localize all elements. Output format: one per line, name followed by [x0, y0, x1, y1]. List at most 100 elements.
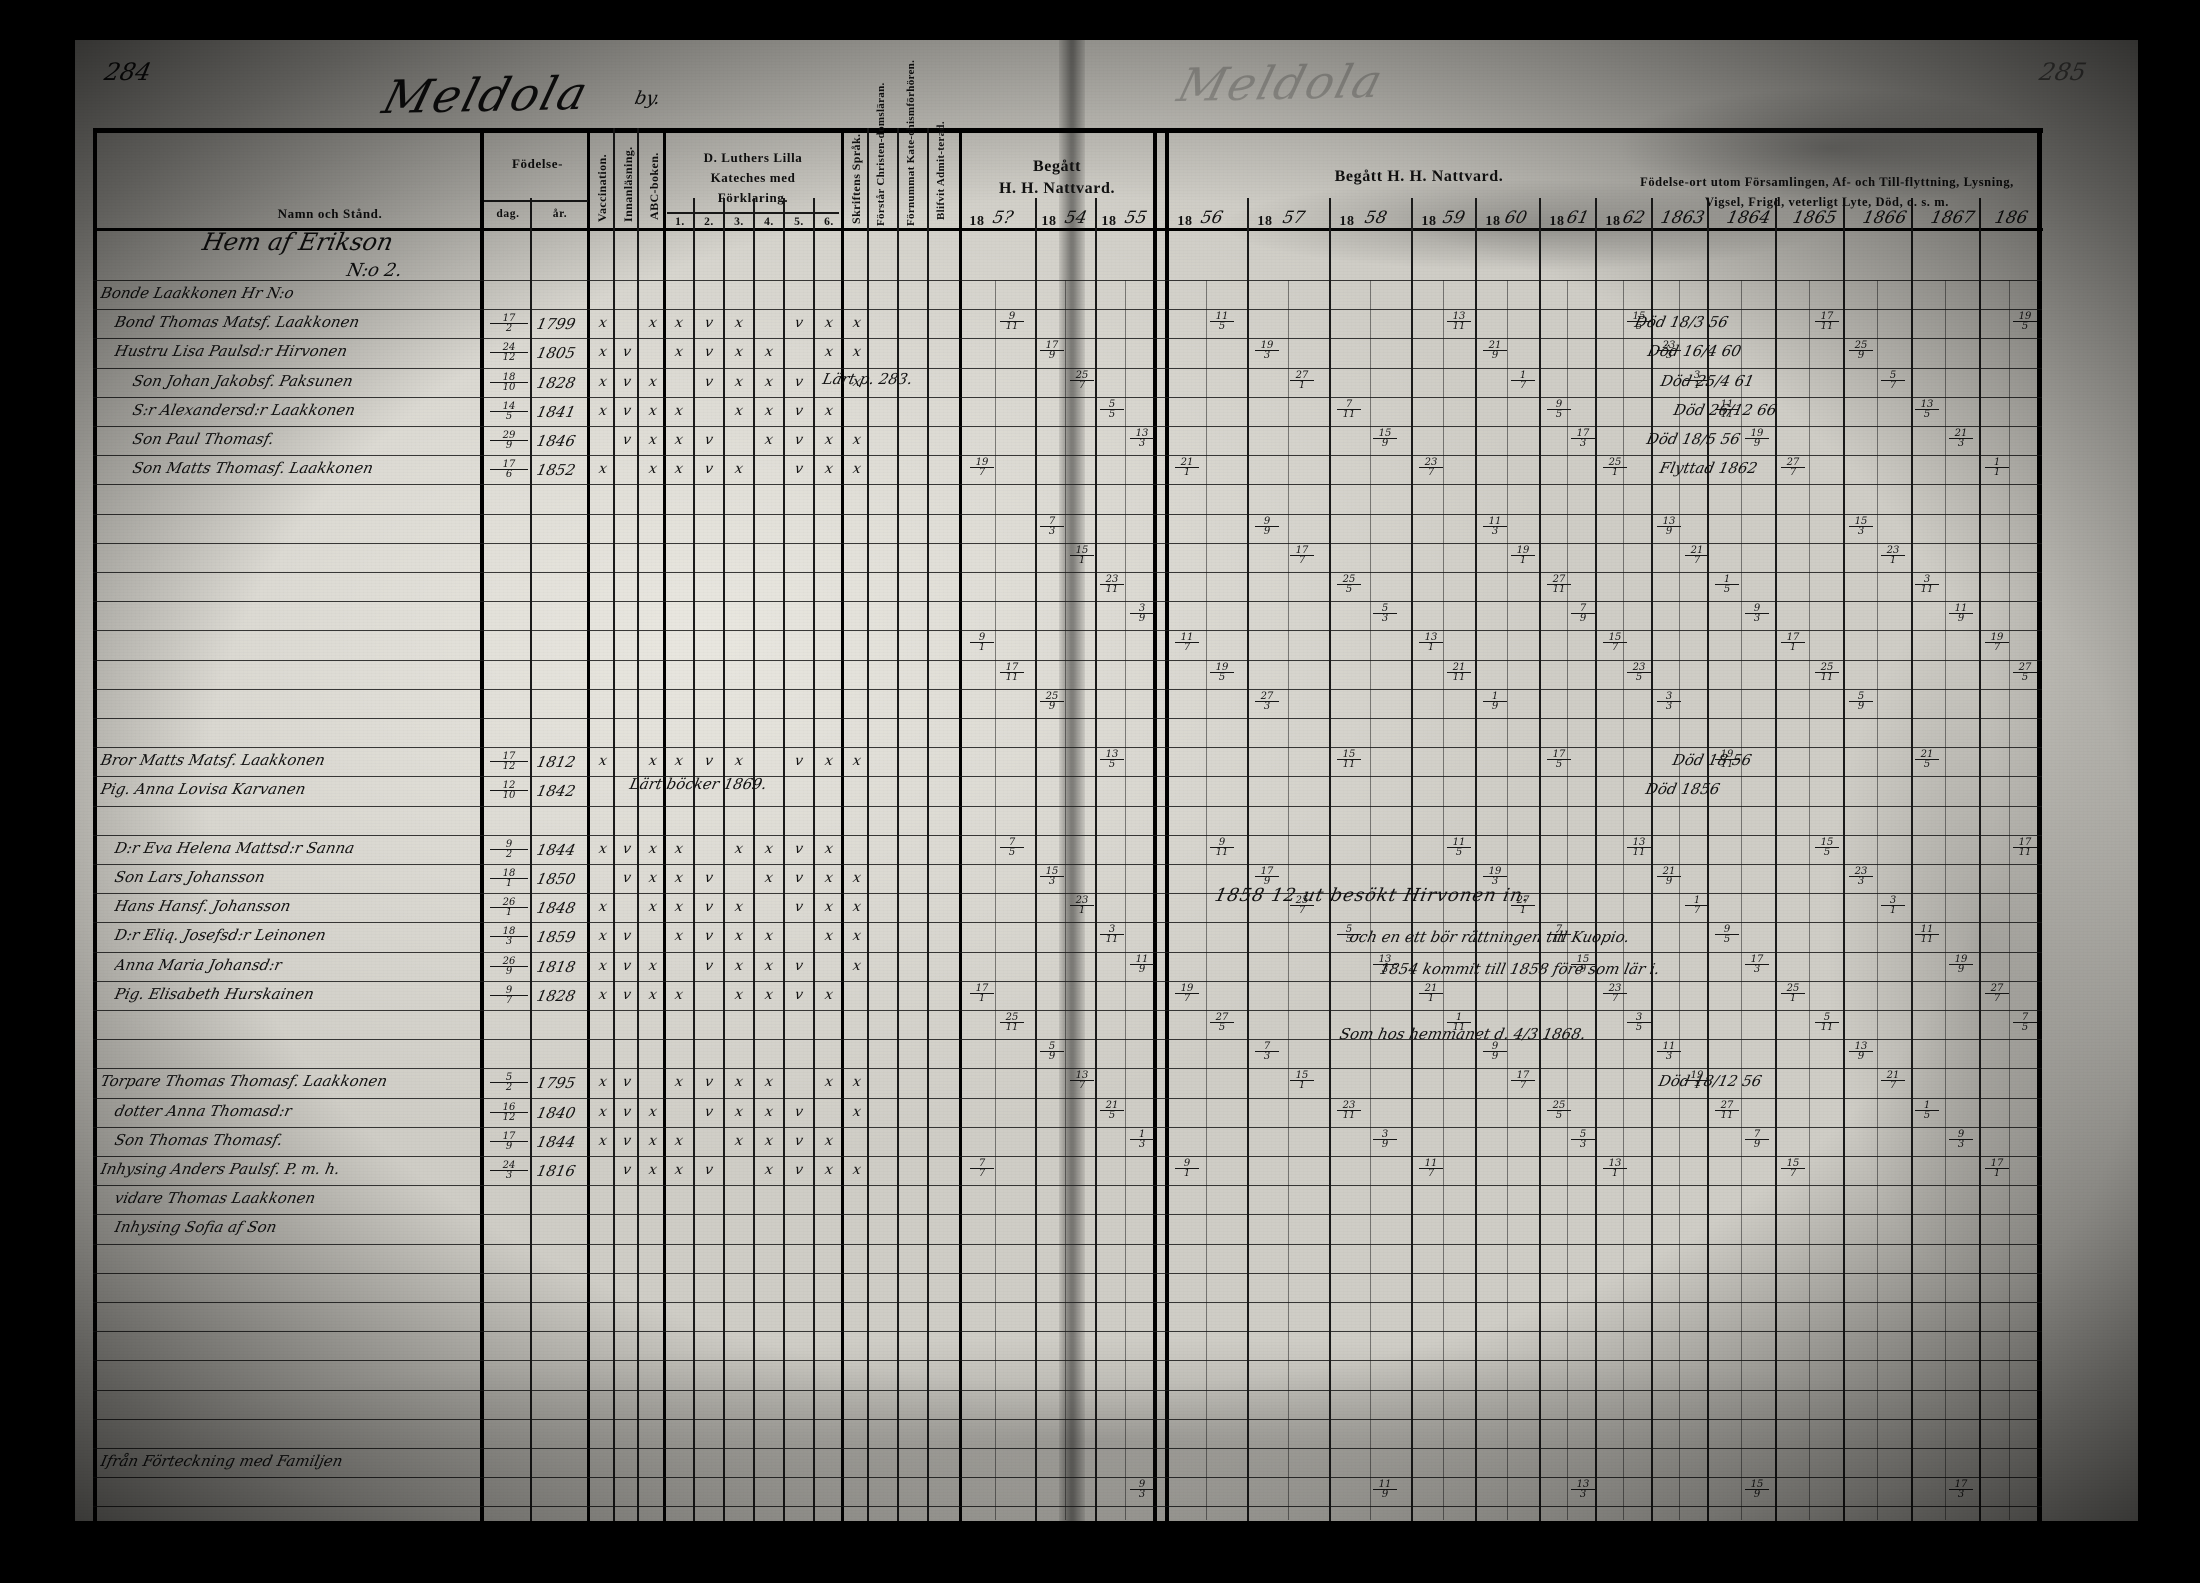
communion-tally: 13 9	[1657, 516, 1681, 536]
communion-tally: 13 9	[1849, 1042, 1873, 1062]
skill-tick-mark: v	[621, 344, 633, 361]
skill-tick-mark: x	[763, 1162, 775, 1178]
row-name: Inhysing Anders Paulsf. P. m. h.	[99, 1160, 342, 1178]
communion-tally: 17 11	[1815, 312, 1839, 332]
birth-day-fraction: 26 9	[490, 956, 528, 976]
skill-tick-mark: v	[621, 1103, 633, 1120]
skill-tick-mark: v	[703, 870, 715, 886]
row-rule	[93, 426, 2042, 427]
birth-year: 1816	[535, 1162, 578, 1180]
row-rule	[93, 1331, 2042, 1333]
skill-tick-mark: x	[673, 986, 685, 1003]
communion-tally: 25 5	[1547, 1100, 1571, 1120]
remark-note: Död 16/4 60	[1646, 342, 1743, 361]
remark-note: Död 25/4 61	[1659, 371, 1756, 390]
row-name: S:r Alexandersd:r Laakkonen	[131, 400, 357, 419]
communion-tally: 3 11	[1915, 575, 1939, 595]
communion-tally: 23 3	[1849, 867, 1873, 887]
year-value-right-2: 57	[1280, 208, 1307, 228]
skill-tick-mark: x	[733, 1132, 745, 1149]
communion-tally: 17 9	[1255, 867, 1279, 887]
rule-skriftens	[867, 128, 869, 1523]
header-communion-left-line1: Begått	[1032, 158, 1082, 175]
skill-tick-mark: x	[647, 315, 659, 332]
year-prefix-left-1: 18	[969, 214, 985, 229]
rule-kat-right	[841, 128, 844, 1523]
skill-tick-mark: v	[793, 1162, 805, 1178]
skill-tick-mark: x	[763, 928, 775, 945]
year-prefix-right-2: 18	[1257, 214, 1273, 229]
annotation-long-2: och en ett bör rättningen till Kuopio.	[1348, 928, 1632, 946]
communion-tally: 25 1	[1781, 983, 1805, 1003]
annotation-katechesmed-2: Lärt böcker 1869.	[628, 775, 769, 793]
communion-tally: 5 11	[1815, 1013, 1839, 1033]
communion-tally: 23 5	[1627, 662, 1651, 682]
communion-tally: 19 1	[1511, 545, 1535, 565]
skill-tick-mark: x	[647, 957, 659, 974]
photo-edge-top	[0, 0, 2200, 40]
tally-half-1	[995, 280, 996, 1520]
communion-tally: 19 7	[1175, 983, 1199, 1003]
year-full-right-4: 1866	[1860, 208, 1909, 228]
skill-tick-mark: x	[823, 461, 835, 478]
communion-tally: 17 9	[1040, 341, 1064, 361]
household-number: N:o 2.	[344, 260, 405, 281]
year-value-right-3: 58	[1362, 208, 1389, 228]
tally-half-14	[1877, 280, 1878, 1520]
birth-day-fraction: 17 6	[490, 460, 528, 480]
skill-tick-mark: v	[703, 899, 715, 916]
row-rule	[93, 572, 2042, 573]
row-rule	[93, 1039, 2042, 1041]
birth-year: 1828	[535, 373, 578, 392]
skill-tick-mark: v	[793, 373, 805, 390]
communion-tally: 15 7	[1781, 1159, 1805, 1179]
ink-smudge-top	[1615, 88, 2045, 208]
skill-tick-mark: x	[851, 315, 863, 332]
communion-tally: 15 5	[1815, 837, 1839, 857]
rule-left-edge	[93, 128, 97, 1523]
photo-edge-right	[2138, 0, 2200, 1583]
row-rule	[93, 630, 2042, 632]
tally-half-3	[1125, 280, 1126, 1520]
communion-tally: 15 1	[1290, 1071, 1314, 1091]
year-value-right-1: 56	[1198, 208, 1225, 228]
remark-note: Död 18/5 56	[1645, 430, 1742, 448]
skill-tick-mark: x	[763, 1074, 775, 1091]
skill-tick-mark: v	[703, 373, 715, 390]
skill-tick-mark: x	[763, 344, 775, 361]
skill-tick-mark: v	[793, 840, 805, 857]
row-rule	[93, 601, 2042, 603]
tally-half-4	[1206, 280, 1207, 1520]
header-notes-line1: Födelse-ort utom Församlingen, Af- och T…	[1640, 175, 2014, 189]
communion-tally: 23 11	[1337, 1100, 1361, 1120]
birth-year: 1828	[535, 986, 578, 1005]
year-full-right-6: 186	[1992, 208, 2030, 228]
header-catechism-exam: Förnummat Kate-chismförhören.	[905, 59, 917, 226]
birth-year: 1841	[535, 402, 578, 421]
skill-tick-mark: x	[647, 402, 659, 419]
row-rule	[93, 484, 2042, 486]
communion-tally: 7 11	[1337, 399, 1361, 419]
header-catechism-part-2: 2.	[704, 216, 714, 228]
rule-abc-right	[663, 128, 666, 1523]
row-rule	[93, 1156, 2042, 1157]
skill-tick-mark: v	[793, 315, 805, 332]
communion-tally: 13 3	[1130, 429, 1154, 449]
skill-tick-mark: x	[647, 1162, 659, 1178]
row-rule	[93, 367, 2042, 369]
register-spread: 284 285 Meldola by. Meldola	[75, 30, 2145, 1535]
communion-tally: 11 9	[1373, 1480, 1397, 1500]
birth-year: 1805	[535, 344, 578, 363]
skill-tick-mark: v	[703, 1074, 715, 1091]
skill-tick-mark: x	[823, 402, 835, 419]
photo-edge-left	[0, 0, 75, 1583]
skill-tick-mark: v	[621, 432, 633, 448]
skill-tick-mark: x	[673, 1162, 685, 1178]
